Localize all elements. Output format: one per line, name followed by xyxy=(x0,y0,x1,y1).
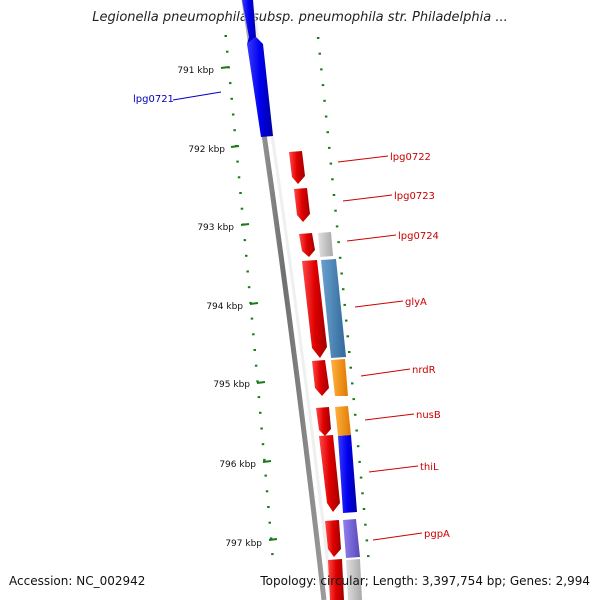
ruler-label: 797 kbp xyxy=(225,539,262,549)
ruler-label: 795 kbp xyxy=(213,380,250,390)
gene-arrow[interactable] xyxy=(242,0,256,44)
cog-block xyxy=(331,359,348,396)
cog-block xyxy=(346,559,362,600)
gene-arrow[interactable] xyxy=(294,188,310,222)
gene-arrow[interactable] xyxy=(247,37,273,137)
gene-label-lpg0724[interactable]: lpg0724 xyxy=(398,231,439,242)
ruler-label: 794 kbp xyxy=(206,302,243,312)
cog-block xyxy=(338,435,357,513)
cog-block xyxy=(318,232,333,257)
gene-label-thiL[interactable]: thiL xyxy=(420,462,439,473)
map-title: Legionella pneumophila subsp. pneumophil… xyxy=(92,10,508,25)
gene-arrow[interactable] xyxy=(319,435,340,512)
gene-label-lpg0722[interactable]: lpg0722 xyxy=(390,152,431,163)
gene-labels: lpg0721 lpg0722 lpg0723 lpg0724 glyA nrd… xyxy=(133,91,450,541)
accession-text: Accession: NC_002942 xyxy=(9,574,146,588)
ruler-label: 796 kbp xyxy=(219,460,256,470)
ruler-label: 791 kbp xyxy=(177,66,214,76)
gene-arrow[interactable] xyxy=(302,260,327,358)
ruler-label: 792 kbp xyxy=(188,145,225,155)
cog-block xyxy=(321,259,346,358)
gene-arrow[interactable] xyxy=(316,407,331,436)
gene-label-glyA[interactable]: glyA xyxy=(405,297,427,308)
gene-arrow[interactable] xyxy=(325,520,341,557)
topology-text: Topology: circular; Length: 3,397,754 bp… xyxy=(260,574,590,588)
gene-arrow[interactable] xyxy=(328,559,344,600)
cog-block xyxy=(343,519,360,558)
gene-tracks xyxy=(242,0,362,600)
gene-label-pgpA[interactable]: pgpA xyxy=(424,529,450,540)
gene-arrow[interactable] xyxy=(299,233,315,257)
gene-label-lpg0723[interactable]: lpg0723 xyxy=(394,191,435,202)
gene-label-nusB[interactable]: nusB xyxy=(416,410,441,421)
gene-arrow[interactable] xyxy=(312,360,329,396)
ruler: 791 kbp 792 kbp 793 kbp 794 kbp 795 kbp … xyxy=(177,66,278,549)
ruler-label: 793 kbp xyxy=(197,223,234,233)
gene-label-lpg0721[interactable]: lpg0721 xyxy=(133,94,174,105)
gene-label-nrdR[interactable]: nrdR xyxy=(412,365,436,376)
cog-block xyxy=(335,406,351,436)
gene-arrow[interactable] xyxy=(289,151,305,184)
